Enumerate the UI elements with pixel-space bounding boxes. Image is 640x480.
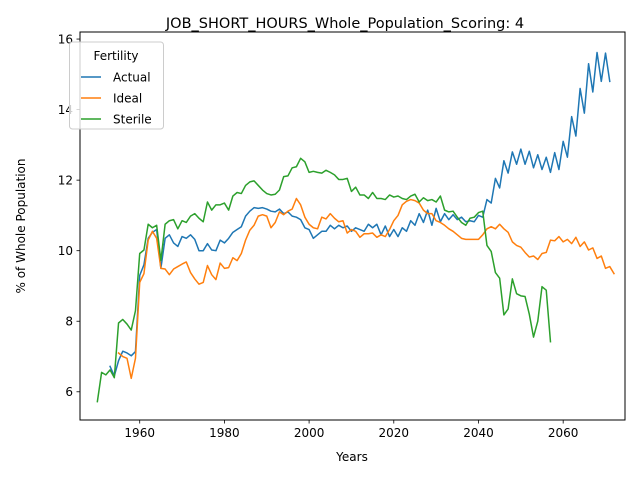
legend-title: Fertility [93, 49, 138, 63]
legend-label-actual: Actual [113, 71, 151, 85]
x-axis-label: Years [335, 450, 368, 464]
legend-items: Actual Ideal Sterile [81, 71, 152, 127]
x-tick-label: 2060 [548, 426, 579, 440]
x-axis: 1960 1980 2000 2020 2040 2060 [124, 420, 578, 440]
y-tick-label: 16 [58, 32, 73, 46]
y-tick-label: 8 [65, 315, 73, 329]
legend-box [69, 41, 164, 130]
series-line-sterile [96, 157, 552, 403]
x-tick-label: 2040 [463, 426, 494, 440]
series-line-ideal [117, 197, 616, 380]
y-axis-label: % of Whole Population [14, 159, 28, 294]
y-tick-label: 12 [58, 173, 73, 187]
x-tick-label: 2020 [379, 426, 410, 440]
chart-title: JOB_SHORT_HOURS_Whole_Population_Scoring… [165, 16, 524, 32]
x-tick-label: 1960 [124, 426, 155, 440]
y-tick-label: 10 [58, 244, 73, 258]
legend-label-sterile: Sterile [113, 113, 152, 127]
legend-label-ideal: Ideal [113, 92, 142, 106]
plot-lines [96, 51, 616, 403]
y-tick-label: 6 [65, 385, 73, 399]
series-line-actual [109, 51, 611, 377]
plot-frame [79, 31, 626, 421]
x-tick-label: 2000 [294, 426, 325, 440]
x-tick-label: 1980 [209, 426, 240, 440]
legend: Fertility Actual Ideal Sterile [69, 41, 164, 130]
